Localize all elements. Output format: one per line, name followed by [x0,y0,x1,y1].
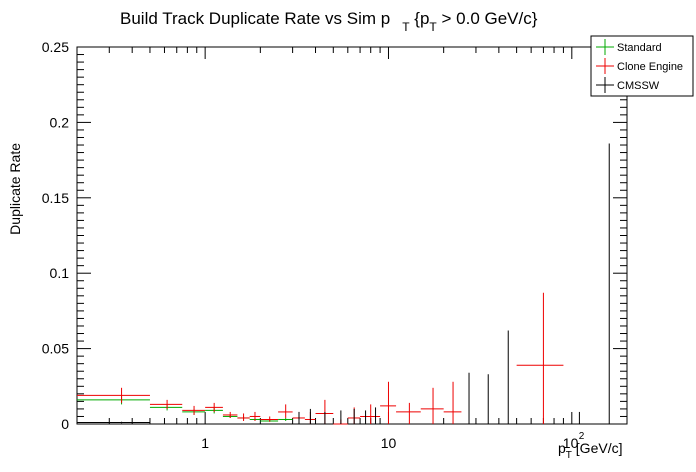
data-point [516,292,564,424]
data-point [182,405,206,415]
y-tick-label: 0 [61,416,69,432]
x-label-main: p [558,440,566,456]
data-point [420,387,444,424]
title-sub2: T [429,20,437,34]
data-series [77,143,610,425]
series-clone-engine [77,292,564,425]
legend-label: Clone Engine [617,61,683,73]
x-axis-label: pT [GeV/c] [558,440,622,461]
x-label-unit: [GeV/c] [572,440,623,456]
x-tick-labels: 1 10 10 2 [201,431,585,451]
title-end: > 0.0 GeV/c} [437,9,538,28]
data-point [77,395,150,405]
data-point [260,416,279,422]
data-point [205,402,223,412]
legend-entry: CMSSW [596,77,660,93]
data-point [77,421,150,424]
title-mid: {p [410,9,430,28]
x-tick-label: 1 [201,435,209,451]
data-point [278,404,293,418]
data-point [222,411,238,418]
data-point [278,417,293,421]
legend-label: CMSSW [617,80,660,92]
y-tick-labels: 0 0.05 0.1 0.15 0.2 0.25 [42,39,69,432]
x-tick-label-exponent: 2 [579,431,585,442]
y-tick-label: 0.1 [50,265,70,281]
data-point [443,381,462,424]
x-label-sub: T [566,450,572,461]
legend-label: Standard [617,42,662,54]
data-point [149,404,183,411]
data-point [77,387,150,403]
y-tick-label: 0.05 [42,341,69,357]
title-sub1: T [402,20,410,34]
plot-frame [76,46,628,425]
legend-entry: Clone Engine [596,58,683,74]
y-tick-label: 0.2 [50,114,70,130]
y-axis-label: Duplicate Rate [7,143,23,235]
axis-ticks [76,46,628,425]
chart-title: Build Track Duplicate Rate vs Sim p T {pT… [120,9,538,34]
y-tick-label: 0.15 [42,190,69,206]
data-point [249,411,261,421]
series-standard [77,395,293,422]
legend: Standard Clone Engine CMSSW [590,35,694,97]
title-main: Build Track Duplicate Rate vs Sim p [120,9,390,28]
x-tick-label: 10 [381,435,397,451]
legend-entry: Standard [596,39,662,55]
data-point [149,399,183,409]
data-point [360,404,381,424]
series-cmssw [77,143,610,425]
data-point [237,413,250,421]
data-point [380,381,397,424]
data-point [396,402,421,424]
y-tick-label: 0.25 [42,39,69,55]
x-tick-label: 10 [563,435,579,451]
